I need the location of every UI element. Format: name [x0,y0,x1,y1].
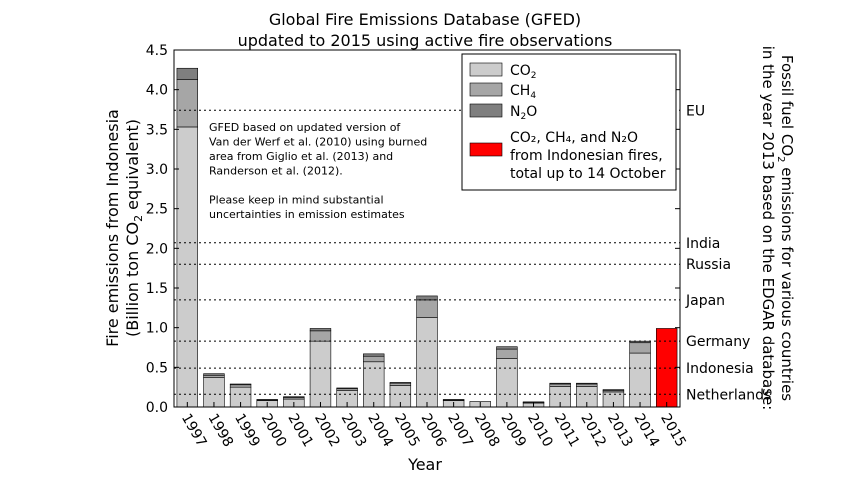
x-tick-label: 2001 [284,411,316,450]
y-tick-label: 3.5 [146,122,168,138]
right-axis-label: Fossil fuel CO2 emissions for various co… [759,46,796,411]
bar-2012-series-2 [576,382,598,385]
x-tick-label: 2010 [524,411,556,450]
legend-swatch-indonesian-fires [469,142,503,157]
bar-2009-series-1 [496,348,518,359]
bar-2004-series-0 [363,361,385,408]
reference-label-japan: Japan [685,293,725,309]
annotation-line-2: area from Giglio et al. (2013) and [209,150,393,163]
legend-label-1: CH4 [510,83,536,101]
x-tick-label: 2013 [604,411,636,450]
legend-label-indonesian-fires-line1: from Indonesian fires, [510,148,663,164]
reference-label-germany: Germany [686,334,750,350]
bar-2006-series-2 [416,295,438,301]
reference-label-eu: EU [686,103,705,119]
y-tick-label: 0.0 [146,400,168,416]
x-tick-label: 2006 [418,411,450,450]
x-tick-label: 2000 [258,411,290,450]
bar-2003-series-2 [336,387,358,390]
bar-2001-series-2 [283,396,305,398]
annotation-line-0: GFED based on updated version of [209,121,401,134]
x-tick-label: 2005 [391,411,423,450]
bar-2009-series-2 [496,346,518,350]
annotation-line-1: Van der Werf et al. (2010) using burned [209,136,427,149]
plot-area: EU India Russia Japan Germany Indonesia Nether… [146,43,772,450]
reference-label-india: India [686,236,720,252]
bar-1997-series-2 [176,67,199,80]
bar-2007-series-2 [442,399,465,401]
x-tick-label: 2003 [338,411,370,450]
bar-2013-series-2 [602,389,625,391]
legend-label-2: N2O [510,104,537,122]
bar-2005-series-1 [389,382,412,386]
y-axis-label-line1: Fire emissions from Indonesia [103,109,122,347]
bar-1998-series-1 [203,374,225,378]
bar-2012-series-1 [576,383,598,387]
bar-2011-series-2 [549,382,571,385]
x-tick-label: 2002 [311,411,343,450]
bar-2002-series-0 [309,340,332,408]
bar-2009-series-0 [496,358,518,408]
x-tick-label: 2008 [471,411,503,450]
annotation-line-5: Please keep in mind substantial [209,194,384,207]
legend-swatch-2 [469,103,503,118]
y-tick-label: 2.5 [146,202,168,218]
legend-label-indonesian-fires-line0: CO₂, CH₄, and N₂O [510,130,638,146]
legend-swatch-0 [469,62,503,77]
reference-label-russia: Russia [686,257,731,273]
x-tick-label: 1998 [204,411,236,450]
bar-2006-series-0 [416,317,438,408]
annotation-line-3: Randerson et al. (2012). [209,165,343,178]
y-tick-label: 1.0 [146,321,168,337]
bar-2000-series-2 [256,399,278,401]
x-axis-label: Year [407,455,442,474]
x-tick-label: 2012 [577,411,609,450]
legend-label-indonesian-fires-line2: total up to 14 October [510,166,666,182]
bar-2005-series-2 [389,382,412,384]
y-tick-label: 3.0 [146,162,168,178]
right-axis-label-line2: in the year 2013 based on the EDGAR data… [759,46,777,411]
y-tick-label: 2.0 [146,241,168,257]
x-tick-label: 1999 [231,411,263,450]
y-tick-label: 4.5 [146,43,168,59]
bar-2002-series-2 [309,328,332,332]
bar-2014-series-0 [629,352,651,408]
x-tick-label: 2009 [497,411,529,450]
bar-1998-series-2 [203,373,225,376]
bar-1997-series-0 [176,126,199,408]
legend-frame [461,53,677,191]
annotation-line-6: uncertainties in emission estimates [209,208,405,221]
bar-2011-series-1 [549,383,571,387]
bar-2004-series-2 [363,353,385,357]
x-tick-label: 2014 [631,411,663,450]
bar-2006-series-1 [416,299,438,318]
reference-label-netherlands: Netherlands [686,387,771,403]
x-tick-label: 2007 [444,411,476,450]
right-axis-label-line1: Fossil fuel CO2 emissions for various co… [775,55,796,401]
bar-2004-series-1 [363,355,385,363]
y-tick-label: 4.0 [146,83,168,99]
y-tick-label: 0.5 [146,360,168,376]
legend-swatch-1 [469,82,503,97]
bar-1999-series-1 [229,384,252,388]
x-tick-label: 2015 [657,411,689,450]
reference-label-indonesia: Indonesia [686,361,754,377]
y-axis-label: Fire emissions from Indonesia (Billion t… [103,109,145,347]
bar-1999-series-2 [229,383,252,386]
chart-title-line1: Global Fire Emissions Database (GFED) [269,10,581,29]
legend: CO2 CH4 N2O CO₂, CH₄, and N₂O from Indonesia… [461,53,677,191]
y-axis-label-line2: (Billion ton CO2 equivalent) [123,119,145,337]
bar-1997-series-1 [176,79,199,128]
legend-label-0: CO2 [510,63,537,81]
chart-title-line2: updated to 2015 using active fire observ… [238,31,613,50]
x-tick-label: 2011 [551,411,583,450]
y-tick-label: 1.5 [146,281,168,297]
x-tick-label: 2004 [364,411,396,450]
x-tick-label: 1997 [178,411,210,450]
bar-2014-series-1 [629,342,651,354]
bar-2002-series-1 [309,330,332,342]
